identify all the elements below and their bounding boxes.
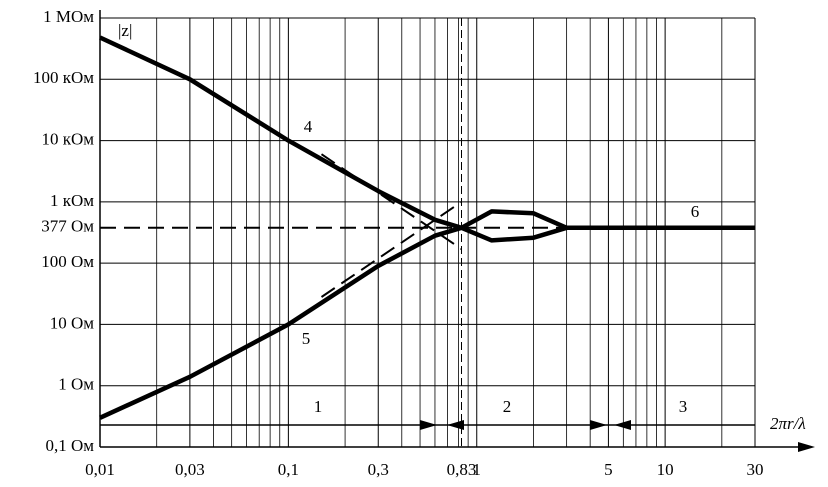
y-tick-label: 1 кОм xyxy=(50,191,94,210)
y-tick-label: 10 кОм xyxy=(41,129,94,148)
x-tick-label: 1 xyxy=(472,460,481,479)
x-axis-label: 2πr/λ xyxy=(770,414,806,433)
y-tick-label: 1 Ом xyxy=(58,375,94,394)
y-tick-label: 10 Ом xyxy=(50,313,95,332)
region-arrow xyxy=(420,420,437,430)
series-label: 4 xyxy=(304,117,313,136)
region-label: 1 xyxy=(314,397,323,416)
series-line xyxy=(99,225,568,420)
region-arrow xyxy=(614,420,631,430)
x-tick-label: 10 xyxy=(657,460,674,479)
x-axis-arrow xyxy=(798,442,815,452)
asymptote-line xyxy=(320,201,463,298)
region-label: 3 xyxy=(679,397,688,416)
y-tick-label: 100 кОм xyxy=(33,68,94,87)
x-tick-label: 0,1 xyxy=(278,460,299,479)
x-tick-label: 0,01 xyxy=(85,460,115,479)
x-tick-label: 30 xyxy=(747,460,764,479)
region-arrow xyxy=(447,420,464,430)
region-label: 2 xyxy=(503,397,512,416)
y-tick-label: 1 МОм xyxy=(43,7,94,26)
y-tick-label: 100 Ом xyxy=(41,252,94,271)
x-tick-label: 5 xyxy=(604,460,613,479)
y-tick-label: 377 Ом xyxy=(41,217,94,236)
y-tick-label: 0,1 Ом xyxy=(45,436,94,455)
series-label: 6 xyxy=(691,202,700,221)
x-tick-label: 0,83 xyxy=(447,460,477,479)
x-tick-label: 0,3 xyxy=(368,460,389,479)
y-axis-label: |z| xyxy=(118,21,132,40)
series-label: 5 xyxy=(302,329,311,348)
x-tick-label: 0,03 xyxy=(175,460,205,479)
region-arrow xyxy=(590,420,607,430)
series-line xyxy=(99,35,568,231)
asymptote-line xyxy=(320,153,463,250)
